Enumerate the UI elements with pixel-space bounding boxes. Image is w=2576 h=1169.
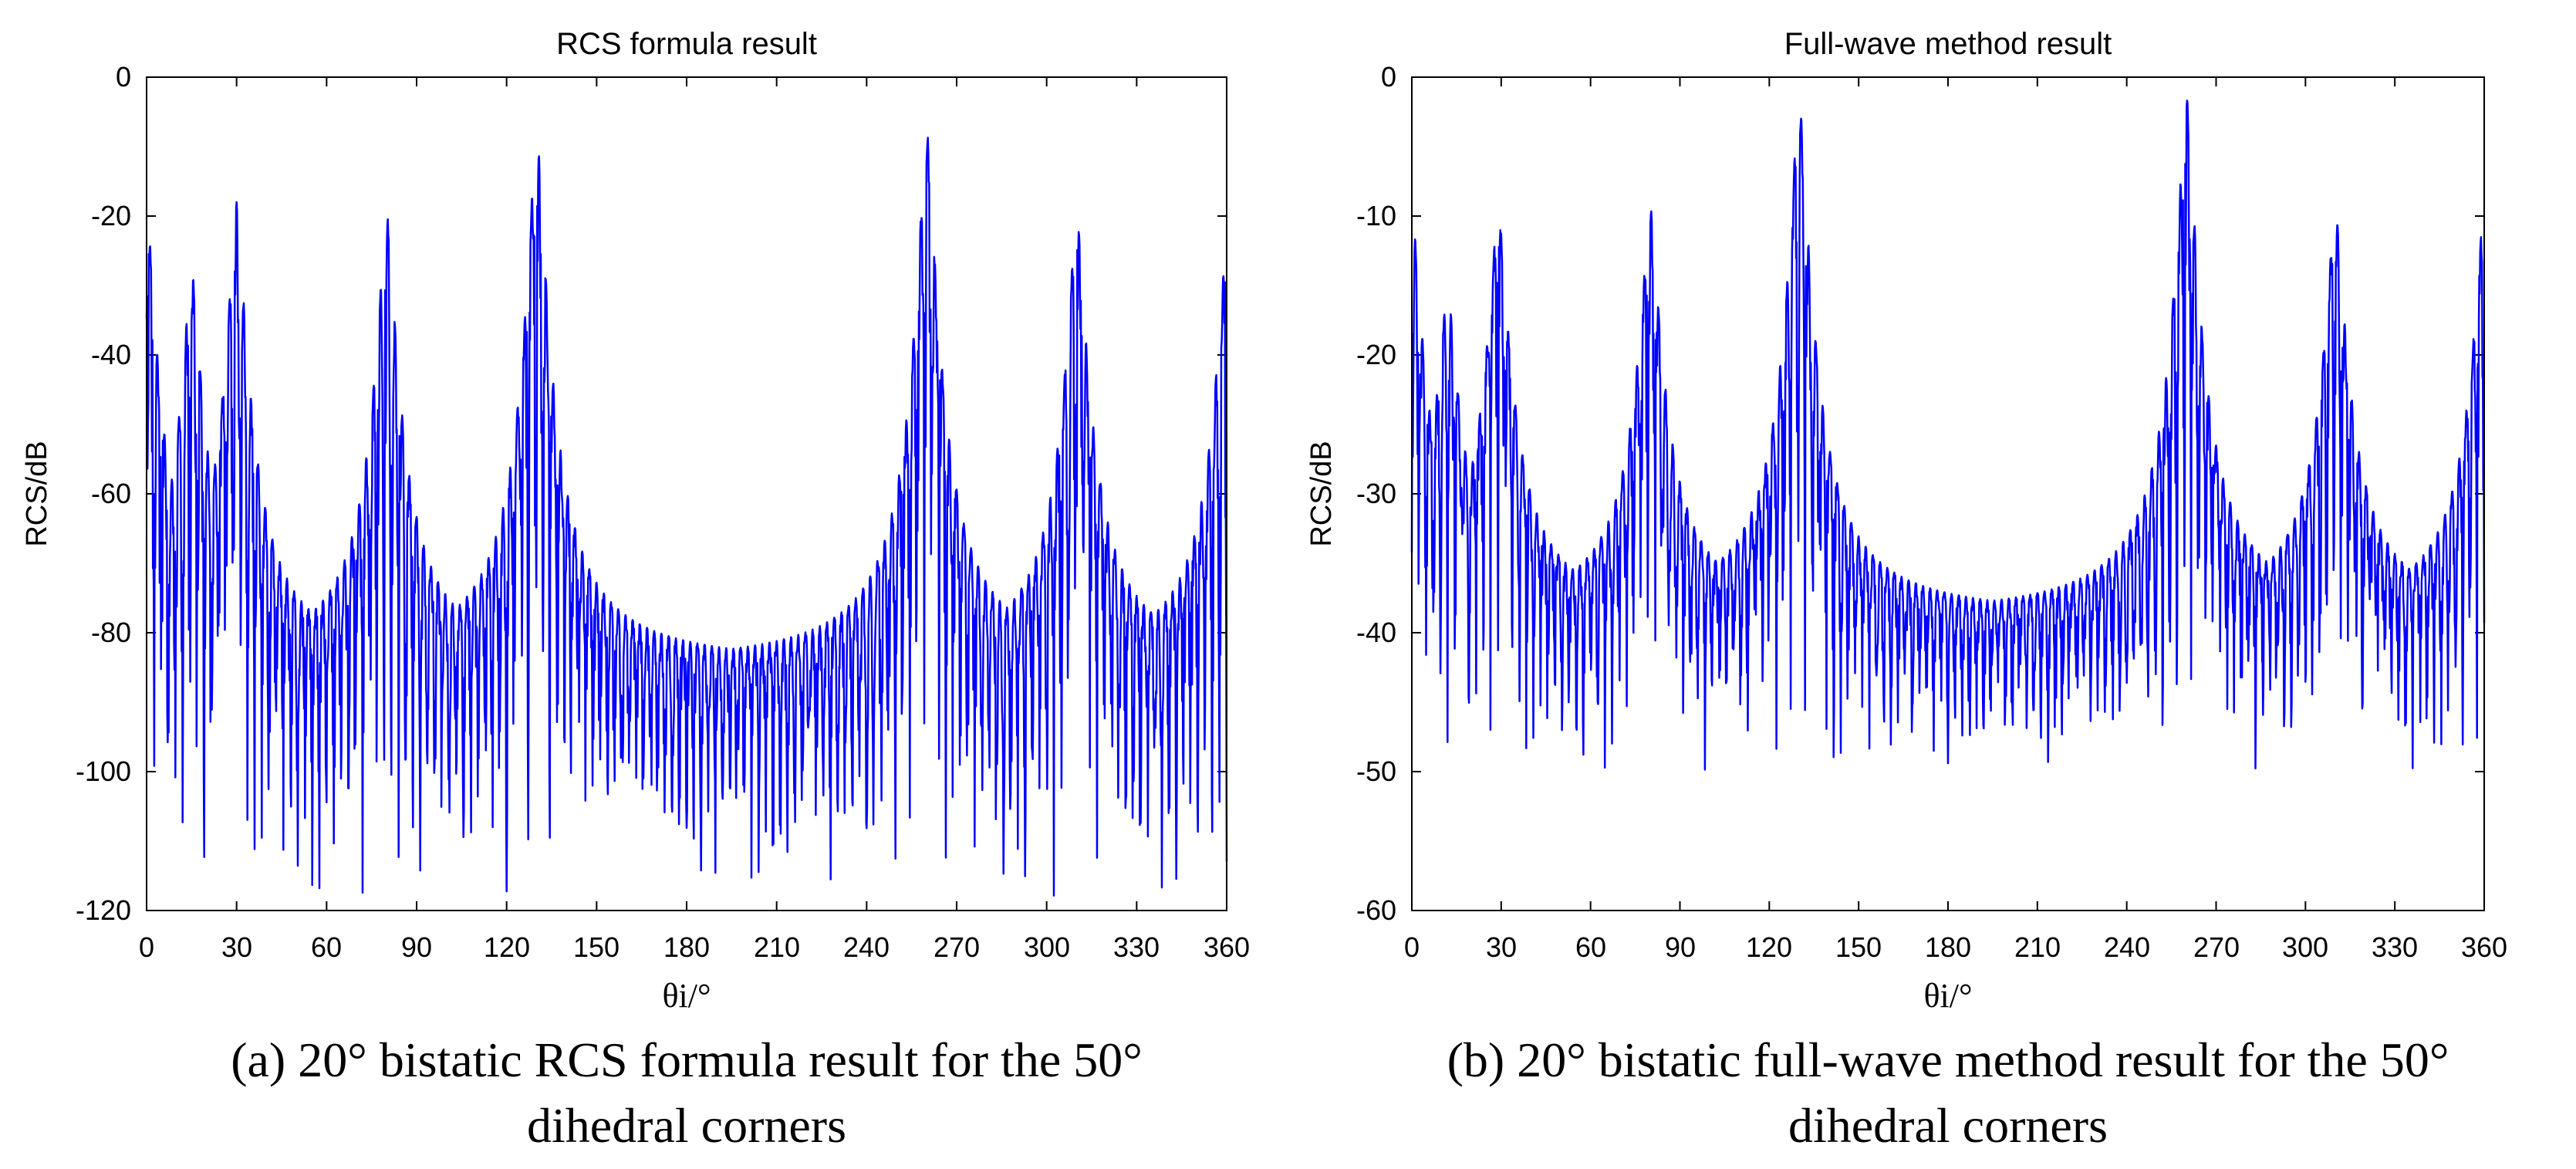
chart-a-plot-frame — [146, 76, 1227, 911]
chart-a-xtick-label: 0 — [139, 931, 154, 963]
chart-a-ytick-label: -100 — [76, 755, 131, 787]
chart-b: Full-wave method result 0 -10 -20 -30 -4… — [1305, 27, 2507, 1153]
chart-b-y-ticks: 0 -10 -20 -30 -40 -50 -60 — [1356, 61, 1396, 926]
chart-a-y-ticks: 0 -20 -40 -60 -80 -100 -120 — [76, 61, 131, 926]
chart-a-x-ticks: 0 30 60 90 120 150 180 210 240 270 300 3… — [139, 931, 1250, 963]
chart-a-ytick-label: -80 — [91, 617, 131, 648]
chart-a-xtick-label: 180 — [663, 931, 710, 963]
chart-a-series-line — [145, 137, 1228, 897]
chart-b-xtick-label: 210 — [2014, 931, 2061, 963]
chart-a-xtick-label: 270 — [934, 931, 980, 963]
chart-b-title: Full-wave method result — [1784, 27, 2112, 61]
chart-b-xtick-label: 30 — [1486, 931, 1517, 963]
chart-a-ytick-label: 0 — [116, 61, 131, 93]
chart-b-caption-line: dihedral corners — [1788, 1098, 2108, 1153]
chart-b-ytick-label: -10 — [1356, 200, 1396, 231]
chart-b-xtick-label: 120 — [1746, 931, 1792, 963]
chart-a-caption-line: (a) 20° bistatic RCS formula result for … — [231, 1032, 1143, 1087]
chart-b-xtick-label: 90 — [1665, 931, 1696, 963]
chart-b-xtick-label: 360 — [2461, 931, 2507, 963]
chart-a-xtick-label: 120 — [484, 931, 530, 963]
chart-a-xtick-label: 60 — [311, 931, 342, 963]
chart-a-xtick-label: 150 — [573, 931, 620, 963]
chart-a-xtick-label: 360 — [1204, 931, 1250, 963]
chart-b-ytick-label: -40 — [1356, 617, 1396, 648]
chart-a-xtick-label: 330 — [1113, 931, 1160, 963]
chart-a-ytick-label: -20 — [91, 200, 131, 231]
chart-b-ytick-label: 0 — [1381, 61, 1396, 93]
chart-b-x-ticks: 0 30 60 90 120 150 180 210 240 270 300 3… — [1404, 931, 2507, 963]
chart-b-xtick-label: 300 — [2282, 931, 2328, 963]
chart-b-xtick-label: 330 — [2372, 931, 2418, 963]
chart-a-title: RCS formula result — [556, 27, 817, 61]
chart-b-y-axis-label: RCS/dB — [1305, 441, 1338, 546]
chart-b-ytick-label: -60 — [1356, 894, 1396, 926]
chart-b-ytick-label: -20 — [1356, 339, 1396, 370]
chart-b-xtick-label: 0 — [1404, 931, 1420, 963]
chart-a-xtick-label: 300 — [1024, 931, 1070, 963]
chart-b-tick-marks — [1411, 76, 2485, 911]
chart-a: RCS formula result 0 -20 -40 -60 -80 -10… — [21, 27, 1250, 1153]
chart-b-ytick-label: -30 — [1356, 478, 1396, 509]
chart-a-ytick-label: -120 — [76, 894, 131, 926]
chart-b-xtick-label: 270 — [2193, 931, 2240, 963]
chart-a-y-axis-label: RCS/dB — [21, 441, 53, 546]
chart-b-xtick-label: 150 — [1835, 931, 1882, 963]
chart-b-x-axis-label: θi/° — [1923, 977, 1972, 1015]
chart-a-caption-line: dihedral corners — [527, 1098, 846, 1153]
chart-a-xtick-label: 90 — [401, 931, 432, 963]
chart-b-xtick-label: 180 — [1925, 931, 1971, 963]
chart-b-xtick-label: 240 — [2104, 931, 2150, 963]
chart-b-caption-line: (b) 20° bistatic full-wave method result… — [1447, 1032, 2449, 1087]
chart-a-x-axis-label: θi/° — [662, 977, 711, 1015]
chart-a-xtick-label: 210 — [754, 931, 800, 963]
chart-a-xtick-label: 30 — [221, 931, 252, 963]
chart-b-series-line — [1410, 100, 2486, 771]
chart-a-xtick-label: 240 — [843, 931, 890, 963]
chart-b-ytick-label: -50 — [1356, 755, 1396, 787]
chart-b-xtick-label: 60 — [1575, 931, 1606, 963]
chart-a-ytick-label: -60 — [91, 478, 131, 509]
chart-b-plot-frame — [1411, 76, 2485, 911]
chart-a-ytick-label: -40 — [91, 339, 131, 370]
